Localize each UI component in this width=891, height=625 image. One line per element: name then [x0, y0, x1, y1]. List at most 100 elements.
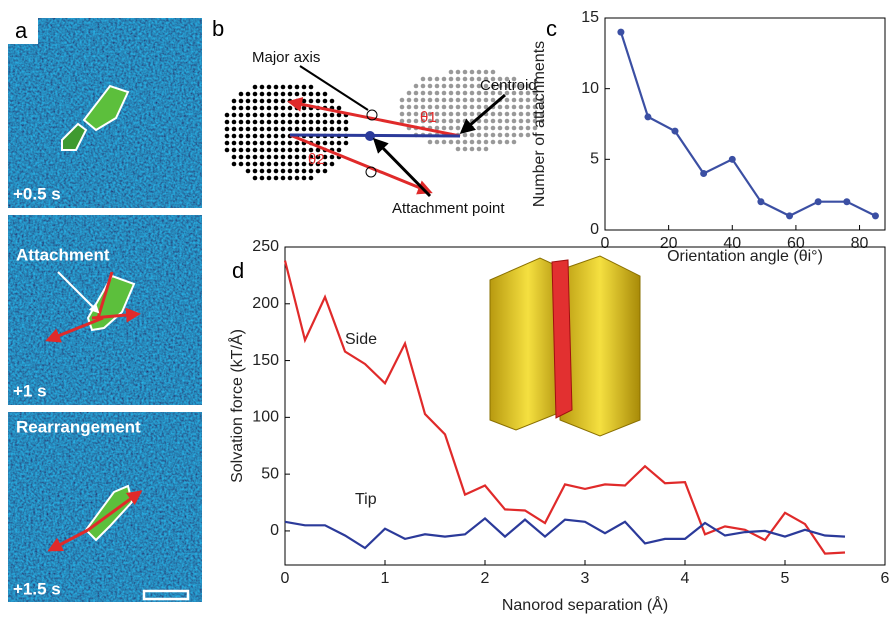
atom	[252, 84, 258, 90]
atom	[336, 105, 342, 111]
atom	[294, 140, 300, 146]
atom	[511, 111, 517, 117]
atom	[427, 97, 433, 103]
time-label: +1.5 s	[13, 579, 61, 598]
atom	[462, 139, 468, 145]
atom	[420, 90, 426, 96]
atom	[441, 83, 447, 89]
atom	[273, 140, 279, 146]
atom	[238, 91, 244, 97]
atom	[497, 132, 503, 138]
atom	[245, 133, 251, 139]
panel-label: a	[15, 18, 28, 43]
atom	[252, 154, 258, 160]
atom	[336, 119, 342, 125]
atom	[469, 76, 475, 82]
atom	[315, 147, 321, 153]
atom	[483, 139, 489, 145]
atom	[273, 119, 279, 125]
atom	[490, 111, 496, 117]
atom	[224, 147, 230, 153]
atom	[490, 139, 496, 145]
series-label: Tip	[355, 491, 377, 508]
annotation: Attachment	[16, 245, 110, 264]
atom	[245, 98, 251, 104]
atom	[413, 111, 419, 117]
panel-b: b Major axis Centroid Attachment point θ1 θ2	[212, 16, 545, 217]
atom	[315, 119, 321, 125]
atom	[336, 112, 342, 118]
atom	[413, 104, 419, 110]
atom	[266, 161, 272, 167]
atom	[294, 147, 300, 153]
atom	[448, 97, 454, 103]
atom	[266, 91, 272, 97]
atom	[406, 97, 412, 103]
atom	[329, 119, 335, 125]
atom	[539, 118, 545, 124]
atom	[294, 91, 300, 97]
arrow	[45, 316, 104, 343]
atom	[280, 175, 286, 181]
atom	[455, 90, 461, 96]
atom	[406, 111, 412, 117]
atom	[448, 111, 454, 117]
atom	[308, 112, 314, 118]
atom	[420, 111, 426, 117]
atom	[329, 154, 335, 160]
atom	[322, 91, 328, 97]
atom	[336, 147, 342, 153]
atom	[252, 98, 258, 104]
atom	[497, 76, 503, 82]
x-tick-label: 3	[581, 570, 590, 587]
y-tick-label: 5	[590, 151, 599, 168]
atom	[252, 147, 258, 153]
atom	[518, 104, 524, 110]
atom	[448, 90, 454, 96]
atom	[448, 83, 454, 89]
atom	[504, 125, 510, 131]
atom	[287, 91, 293, 97]
atom	[308, 119, 314, 125]
atom	[266, 112, 272, 118]
atom	[462, 132, 468, 138]
atom	[252, 105, 258, 111]
atom	[420, 104, 426, 110]
atom	[490, 76, 496, 82]
atom	[322, 112, 328, 118]
inset-rods	[489, 255, 641, 437]
atom	[504, 76, 510, 82]
atom	[455, 125, 461, 131]
x-tick-label: 4	[681, 570, 690, 587]
atom	[448, 118, 454, 124]
scale-bar	[142, 589, 190, 601]
atom	[266, 140, 272, 146]
atom	[245, 140, 251, 146]
atom	[427, 139, 433, 145]
y-tick-label: 50	[261, 465, 279, 482]
atom	[280, 91, 286, 97]
atom	[455, 118, 461, 124]
atom	[273, 161, 279, 167]
atom	[504, 83, 510, 89]
angle-label: θ2	[308, 151, 325, 168]
atom	[315, 168, 321, 174]
panel-label: d	[232, 258, 244, 283]
y-tick-label: 0	[590, 221, 599, 238]
atom	[434, 76, 440, 82]
atom	[259, 112, 265, 118]
atom	[259, 119, 265, 125]
atom	[252, 168, 258, 174]
atom	[287, 84, 293, 90]
atom	[301, 161, 307, 167]
attachment-point	[365, 131, 375, 141]
atom	[504, 139, 510, 145]
atom	[434, 83, 440, 89]
atom	[525, 97, 531, 103]
atom	[329, 140, 335, 146]
atom	[448, 76, 454, 82]
atom	[301, 98, 307, 104]
x-tick-label: 2	[481, 570, 490, 587]
atom	[504, 118, 510, 124]
atom	[455, 139, 461, 145]
